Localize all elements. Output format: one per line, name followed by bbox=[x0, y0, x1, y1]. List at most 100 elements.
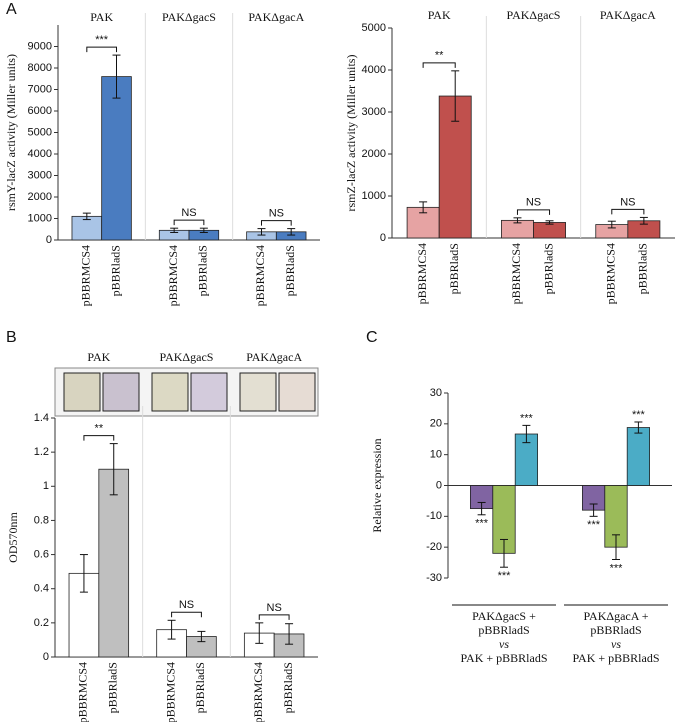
y-tick-label: 0.8 bbox=[34, 514, 49, 526]
group-label: PAK bbox=[90, 10, 113, 24]
y-tick-label: 4000 bbox=[28, 148, 52, 160]
significance-label: NS bbox=[179, 599, 194, 611]
bar-label: pBBRMCS4 bbox=[79, 245, 93, 306]
group-label: PAK + pBBRladS bbox=[572, 651, 659, 665]
bar-label: pBBRladS bbox=[541, 243, 555, 294]
y-tick-label: 0 bbox=[46, 234, 52, 246]
group-label: vs bbox=[499, 637, 509, 651]
y-tick-label: 0 bbox=[380, 232, 386, 244]
y-tick-label: 9000 bbox=[28, 40, 52, 52]
significance-label: ** bbox=[435, 50, 444, 62]
significance-label: *** bbox=[610, 562, 624, 574]
significance-label: ** bbox=[95, 423, 104, 435]
significance-label: *** bbox=[498, 570, 512, 582]
group-label: PAK + pBBRladS bbox=[460, 651, 547, 665]
bar-label: pBBRladS bbox=[283, 245, 297, 296]
significance-label: *** bbox=[632, 409, 646, 421]
y-tick-label: 7000 bbox=[28, 83, 52, 95]
y-axis-label: Relative expression bbox=[370, 438, 384, 532]
significance-bracket bbox=[260, 220, 292, 226]
y-tick-label: -20 bbox=[426, 541, 442, 553]
y-tick-label: 5000 bbox=[28, 126, 52, 138]
significance-label: NS bbox=[267, 602, 282, 614]
bar-label: pBBRMCS4 bbox=[604, 243, 618, 304]
significance-bracket bbox=[258, 614, 290, 620]
significance-bracket bbox=[86, 46, 118, 53]
significance-bracket bbox=[173, 219, 205, 226]
significance-label: NS bbox=[620, 196, 635, 208]
significance-bracket bbox=[516, 209, 551, 215]
y-tick-label: 3000 bbox=[362, 106, 386, 118]
significance-label: NS bbox=[526, 197, 541, 209]
significance-bracket bbox=[611, 208, 645, 215]
y-tick-label: 10 bbox=[430, 449, 442, 461]
panel-label: B bbox=[6, 329, 17, 346]
y-tick-label: 1.4 bbox=[34, 412, 49, 424]
y-tick-label: 2000 bbox=[28, 191, 52, 203]
bar bbox=[101, 76, 132, 241]
y-tick-label: 0 bbox=[436, 479, 442, 491]
bar-label: pBBRMCS4 bbox=[76, 662, 90, 722]
y-tick-label: 0.2 bbox=[34, 617, 49, 629]
y-tick-label: 1000 bbox=[362, 190, 386, 202]
bar-label: pBBRladS bbox=[281, 662, 295, 713]
group-label: pBBRladS bbox=[590, 623, 641, 637]
y-tick-label: 1000 bbox=[28, 212, 52, 224]
y-tick-label: -30 bbox=[426, 572, 442, 584]
significance-label: *** bbox=[95, 34, 109, 46]
panel-label: A bbox=[6, 1, 17, 18]
bar-label: pBBRMCS4 bbox=[415, 243, 429, 304]
panel-label: C bbox=[366, 329, 378, 346]
bar-label: pBBRladS bbox=[196, 245, 210, 296]
group-label: PAKΔgacS + bbox=[472, 609, 536, 623]
significance-bracket bbox=[83, 435, 115, 441]
bar-label: pBBRMCS4 bbox=[163, 662, 177, 722]
group-label: vs bbox=[611, 637, 621, 651]
bar bbox=[98, 468, 130, 658]
significance-label: *** bbox=[475, 518, 489, 530]
bar-label: pBBRMCS4 bbox=[253, 245, 267, 306]
bar-label: pBBRladS bbox=[447, 243, 461, 294]
y-tick-label: 3000 bbox=[28, 169, 52, 181]
group-label: PAKΔgacA bbox=[246, 350, 302, 364]
bar-label: pBBRladS bbox=[193, 662, 207, 713]
group-label: PAKΔgacS bbox=[507, 8, 561, 22]
group-label: pBBRladS bbox=[478, 623, 529, 637]
bar-label: pBBRMCS4 bbox=[509, 243, 523, 304]
y-tick-label: 0.6 bbox=[34, 548, 49, 560]
y-tick-label: 1 bbox=[43, 480, 49, 492]
bar-label: pBBRladS bbox=[636, 243, 650, 294]
bar-label: pBBRMCS4 bbox=[251, 662, 265, 722]
significance-label: NS bbox=[269, 208, 284, 220]
y-tick-label: 1.2 bbox=[34, 446, 49, 458]
bar-label: pBBRladS bbox=[108, 245, 122, 296]
bar-label: pBBRMCS4 bbox=[166, 245, 180, 306]
y-tick-label: -10 bbox=[426, 510, 442, 522]
group-label: PAKΔgacA + bbox=[583, 609, 648, 623]
y-axis-label: rsmZ-lacZ activity (Miller units) bbox=[344, 55, 358, 212]
y-tick-label: 30 bbox=[430, 387, 442, 399]
y-tick-label: 6000 bbox=[28, 105, 52, 117]
bar bbox=[533, 222, 566, 239]
significance-label: *** bbox=[587, 519, 601, 531]
significance-label: NS bbox=[181, 207, 196, 219]
y-tick-label: 4000 bbox=[362, 64, 386, 76]
group-label: PAK bbox=[428, 8, 451, 22]
bar bbox=[626, 427, 651, 486]
y-tick-label: 0.4 bbox=[34, 583, 49, 595]
y-tick-label: 0 bbox=[43, 651, 49, 663]
significance-bracket bbox=[422, 62, 456, 68]
y-tick-label: 8000 bbox=[28, 62, 52, 74]
y-tick-label: 20 bbox=[430, 418, 442, 430]
y-tick-label: 2000 bbox=[362, 148, 386, 160]
significance-bracket bbox=[171, 611, 202, 618]
well-images bbox=[54, 367, 319, 417]
group-label: PAKΔgacS bbox=[160, 350, 214, 364]
y-axis-label: OD570nm bbox=[6, 512, 20, 563]
y-axis-label: rsmY-lacZ activity (Miller units) bbox=[4, 54, 18, 211]
group-label: PAKΔgacA bbox=[600, 8, 656, 22]
group-label: PAKΔgacA bbox=[248, 10, 304, 24]
group-label: PAK bbox=[87, 350, 110, 364]
y-tick-label: 5000 bbox=[362, 22, 386, 34]
